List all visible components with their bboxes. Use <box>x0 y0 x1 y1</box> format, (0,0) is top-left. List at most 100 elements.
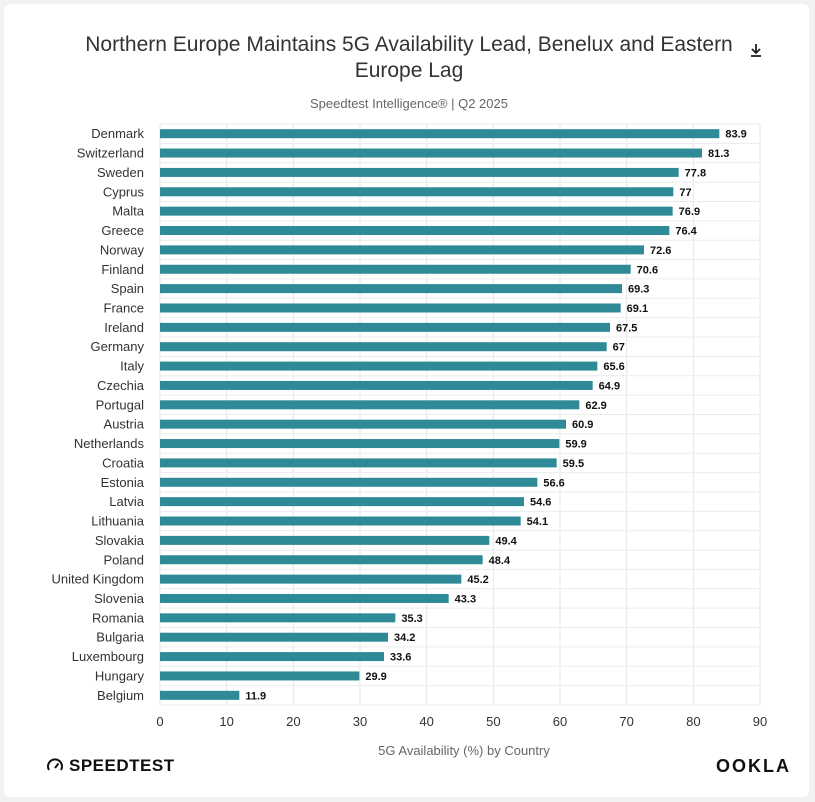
category-label: Norway <box>100 242 145 257</box>
bar <box>160 322 610 332</box>
bar <box>160 187 674 197</box>
bar <box>160 632 388 642</box>
bar <box>160 613 396 623</box>
data-label: 49.4 <box>495 535 517 547</box>
data-label: 81.3 <box>708 148 729 160</box>
bar <box>160 574 462 584</box>
bar <box>160 167 679 177</box>
bar <box>160 535 490 545</box>
bar <box>160 516 521 526</box>
bar <box>160 652 384 662</box>
data-label: 77 <box>679 187 691 199</box>
category-label: Bulgaria <box>96 630 144 645</box>
x-tick-label: 40 <box>419 714 433 729</box>
data-label: 70.6 <box>637 264 658 276</box>
download-icon <box>751 44 761 57</box>
category-label: Spain <box>111 281 144 296</box>
bar <box>160 400 580 410</box>
data-label: 69.1 <box>627 303 648 315</box>
chart-title: Northern Europe Maintains 5G Availabilit… <box>85 33 733 82</box>
category-label: Luxembourg <box>72 649 144 664</box>
bar <box>160 671 360 681</box>
category-label: Malta <box>112 204 145 219</box>
category-label: Germany <box>91 339 145 354</box>
speedtest-logo: SPEEDTEST <box>46 755 175 777</box>
category-label: France <box>104 300 144 315</box>
data-label: 77.8 <box>685 167 706 179</box>
category-label: Denmark <box>91 126 144 141</box>
data-label: 76.4 <box>675 226 697 238</box>
data-label: 54.1 <box>527 516 548 528</box>
category-label: Estonia <box>101 475 145 490</box>
data-label: 60.9 <box>572 419 593 431</box>
category-label: Poland <box>104 552 144 567</box>
bar <box>160 245 644 255</box>
bar <box>160 593 449 603</box>
speedtest-wordmark: SPEEDTEST <box>69 756 175 775</box>
x-tick-label: 60 <box>553 714 567 729</box>
speedometer-icon <box>47 758 63 771</box>
bar <box>160 690 240 700</box>
data-label: 33.6 <box>390 652 411 664</box>
category-label: Slovakia <box>95 533 145 548</box>
ookla-wordmark: OOKLA <box>716 755 791 776</box>
bar <box>160 303 621 313</box>
bar <box>160 264 631 274</box>
bar <box>160 129 720 139</box>
bar <box>160 226 670 236</box>
bar <box>160 284 622 294</box>
data-label: 35.3 <box>401 613 422 625</box>
data-label: 67 <box>613 342 625 354</box>
category-label: Austria <box>104 417 145 432</box>
chart-subtitle: Speedtest Intelligence® | Q2 2025 <box>310 96 508 111</box>
category-label: Switzerland <box>77 146 144 161</box>
category-label: Croatia <box>102 455 145 470</box>
category-label: Romania <box>92 610 145 625</box>
category-label: Hungary <box>95 668 145 683</box>
bar <box>160 342 607 352</box>
x-tick-label: 90 <box>753 714 767 729</box>
x-tick-label: 50 <box>486 714 500 729</box>
data-label: 76.9 <box>679 206 700 218</box>
data-label: 48.4 <box>489 555 511 567</box>
bar <box>160 497 524 507</box>
x-tick-label: 10 <box>219 714 233 729</box>
category-label: Latvia <box>109 494 144 509</box>
download-button[interactable] <box>746 40 766 60</box>
x-tick-label: 0 <box>156 714 163 729</box>
bar <box>160 458 557 468</box>
category-label: United Kingdom <box>52 572 145 587</box>
category-label: Czechia <box>97 378 145 393</box>
category-label: Cyprus <box>103 184 145 199</box>
data-label: 43.3 <box>455 593 476 605</box>
data-label: 67.5 <box>616 322 637 334</box>
bar <box>160 419 566 429</box>
category-label: Ireland <box>104 320 144 335</box>
data-label: 11.9 <box>245 690 266 702</box>
data-label: 64.9 <box>599 380 620 392</box>
category-label: Netherlands <box>74 436 145 451</box>
bar <box>160 439 560 449</box>
data-label: 54.6 <box>530 497 551 509</box>
data-label: 56.6 <box>543 477 564 489</box>
data-label: 62.9 <box>585 400 606 412</box>
ookla-logo: OOKLA <box>716 755 791 777</box>
bar <box>160 477 538 487</box>
x-tick-label: 30 <box>353 714 367 729</box>
category-label: Italy <box>120 359 144 374</box>
category-label: Finland <box>101 262 144 277</box>
bar <box>160 206 673 216</box>
x-axis-title: 5G Availability (%) by Country <box>378 743 550 758</box>
category-label: Slovenia <box>94 591 145 606</box>
data-label: 34.2 <box>394 632 415 644</box>
bar <box>160 361 598 371</box>
bar <box>160 148 702 158</box>
category-label: Lithuania <box>91 514 145 529</box>
data-label: 59.5 <box>563 458 584 470</box>
category-label: Portugal <box>96 397 145 412</box>
data-label: 45.2 <box>467 574 488 586</box>
data-label: 59.9 <box>565 439 586 451</box>
data-label: 65.6 <box>603 361 624 373</box>
x-tick-label: 20 <box>286 714 300 729</box>
